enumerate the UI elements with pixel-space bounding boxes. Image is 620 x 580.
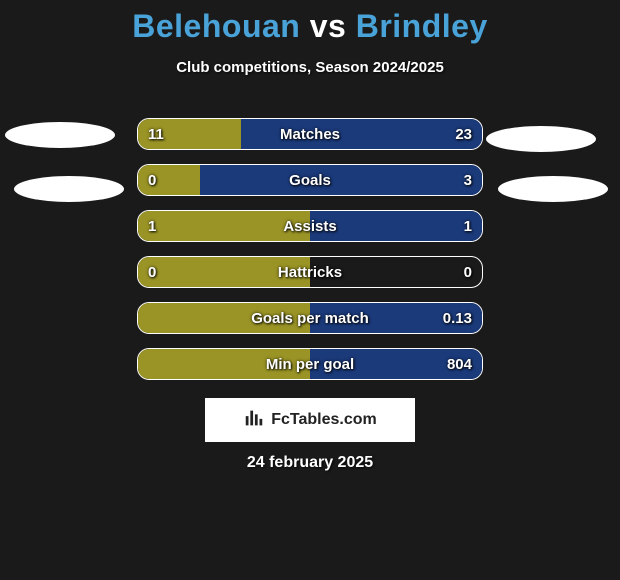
stats-chart: 1123Matches 03Goals 11Assists 00Hattricks 0.…	[137, 118, 483, 394]
player-photo-placeholder	[5, 122, 115, 148]
player-photo-placeholder	[486, 126, 596, 152]
date-text: 24 february 2025	[0, 454, 620, 472]
subtitle: Club competitions, Season 2024/2025	[0, 59, 620, 76]
stat-label: Matches	[138, 119, 482, 149]
stat-label: Min per goal	[138, 349, 482, 379]
stat-row: 11Assists	[137, 210, 483, 242]
stat-label: Goals per match	[138, 303, 482, 333]
stat-label: Goals	[138, 165, 482, 195]
stat-row: 00Hattricks	[137, 256, 483, 288]
fctables-badge[interactable]: FcTables.com	[205, 398, 415, 442]
player-right-name: Brindley	[356, 8, 488, 44]
stat-row: 1123Matches	[137, 118, 483, 150]
title-vs: vs	[310, 8, 347, 44]
stat-label: Hattricks	[138, 257, 482, 287]
player-photo-placeholder	[14, 176, 124, 202]
comparison-title: Belehouan vs Brindley	[0, 0, 620, 45]
stat-label: Assists	[138, 211, 482, 241]
player-photo-placeholder	[498, 176, 608, 202]
stat-row: 03Goals	[137, 164, 483, 196]
stat-row: 0.13Goals per match	[137, 302, 483, 334]
badge-text: FcTables.com	[271, 411, 377, 429]
bars-icon	[243, 407, 265, 434]
player-left-name: Belehouan	[132, 8, 300, 44]
stat-row: 804Min per goal	[137, 348, 483, 380]
